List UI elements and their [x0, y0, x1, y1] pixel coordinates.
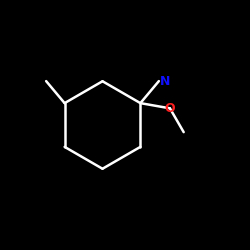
- Text: O: O: [164, 102, 175, 115]
- Text: N: N: [160, 74, 170, 88]
